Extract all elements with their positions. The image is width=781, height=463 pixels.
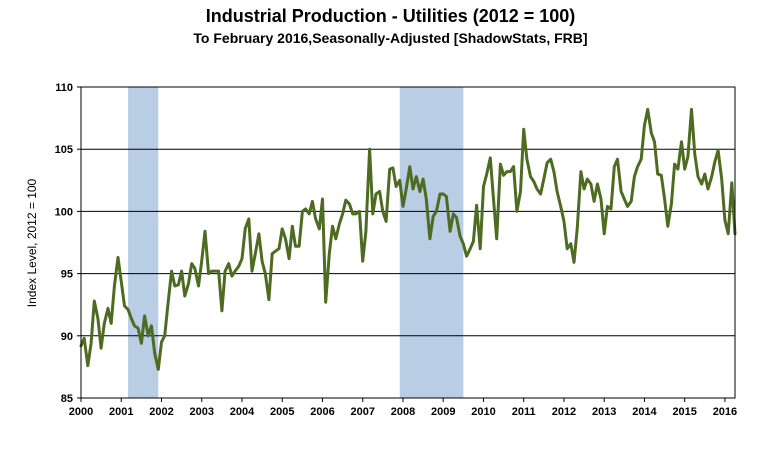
y-axis-label: Index Level, 2012 = 100 xyxy=(25,178,39,307)
chart-subtitle: To February 2016,Seasonally-Adjusted [Sh… xyxy=(193,30,588,46)
x-tick-label: 2015 xyxy=(672,406,696,418)
series-line xyxy=(79,107,737,371)
x-tick-label: 2012 xyxy=(552,406,576,418)
y-tick-label: 100 xyxy=(55,206,73,218)
recession-band xyxy=(399,87,464,398)
x-tick-label: 2010 xyxy=(471,406,495,418)
x-tick-label: 2000 xyxy=(69,406,93,418)
y-tick-label: 110 xyxy=(55,82,73,94)
y-tick-label: 95 xyxy=(61,269,73,281)
x-tick-label: 2007 xyxy=(350,406,374,418)
x-tick-label: 2006 xyxy=(310,406,334,418)
x-tick-label: 2013 xyxy=(592,406,616,418)
x-tick-label: 2004 xyxy=(230,406,255,418)
chart-title: Industrial Production - Utilities (2012 … xyxy=(205,6,576,26)
x-axis-ticks: 2000 2001 2002 2003 2004 2005 2006 2007 2008 2009… xyxy=(69,398,737,418)
x-tick-label: 2002 xyxy=(149,406,173,418)
x-tick-label: 2008 xyxy=(391,406,415,418)
y-tick-label: 90 xyxy=(61,331,73,343)
x-tick-label: 2003 xyxy=(189,406,213,418)
x-tick-label: 2014 xyxy=(632,406,657,418)
x-tick-label: 2009 xyxy=(431,406,455,418)
y-tick-label: 105 xyxy=(55,144,73,156)
plot-frame xyxy=(80,86,736,399)
y-axis-ticks: 85 90 95 100 105 110 xyxy=(55,82,81,405)
y-tick-label: 85 xyxy=(61,393,73,405)
x-tick-label: 2001 xyxy=(109,406,133,418)
x-tick-label: 2016 xyxy=(713,406,737,418)
x-tick-label: 2005 xyxy=(270,406,294,418)
x-tick-label: 2011 xyxy=(512,406,536,418)
